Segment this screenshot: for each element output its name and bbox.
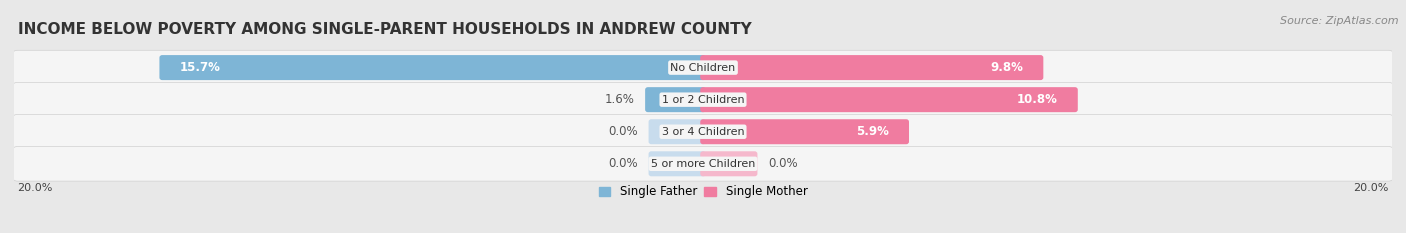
Text: 0.0%: 0.0% [769, 157, 799, 170]
Text: Source: ZipAtlas.com: Source: ZipAtlas.com [1281, 16, 1399, 26]
Text: 0.0%: 0.0% [607, 157, 637, 170]
FancyBboxPatch shape [13, 82, 1393, 117]
FancyBboxPatch shape [700, 151, 758, 176]
Legend: Single Father, Single Mother: Single Father, Single Mother [593, 181, 813, 203]
FancyBboxPatch shape [13, 147, 1393, 181]
FancyBboxPatch shape [648, 151, 706, 176]
FancyBboxPatch shape [648, 119, 706, 144]
Text: 9.8%: 9.8% [990, 61, 1024, 74]
Text: INCOME BELOW POVERTY AMONG SINGLE-PARENT HOUSEHOLDS IN ANDREW COUNTY: INCOME BELOW POVERTY AMONG SINGLE-PARENT… [17, 22, 751, 37]
FancyBboxPatch shape [159, 55, 706, 80]
Text: No Children: No Children [671, 63, 735, 73]
Text: 0.0%: 0.0% [607, 125, 637, 138]
FancyBboxPatch shape [700, 87, 1078, 112]
Text: 5.9%: 5.9% [856, 125, 889, 138]
Text: 1 or 2 Children: 1 or 2 Children [662, 95, 744, 105]
Text: 10.8%: 10.8% [1017, 93, 1057, 106]
FancyBboxPatch shape [700, 119, 910, 144]
Text: 15.7%: 15.7% [180, 61, 221, 74]
FancyBboxPatch shape [645, 87, 706, 112]
Text: 5 or more Children: 5 or more Children [651, 159, 755, 169]
FancyBboxPatch shape [13, 114, 1393, 149]
Text: 1.6%: 1.6% [605, 93, 634, 106]
Text: 3 or 4 Children: 3 or 4 Children [662, 127, 744, 137]
Text: 20.0%: 20.0% [17, 183, 53, 193]
FancyBboxPatch shape [13, 50, 1393, 85]
FancyBboxPatch shape [700, 55, 1043, 80]
Text: 20.0%: 20.0% [1353, 183, 1389, 193]
